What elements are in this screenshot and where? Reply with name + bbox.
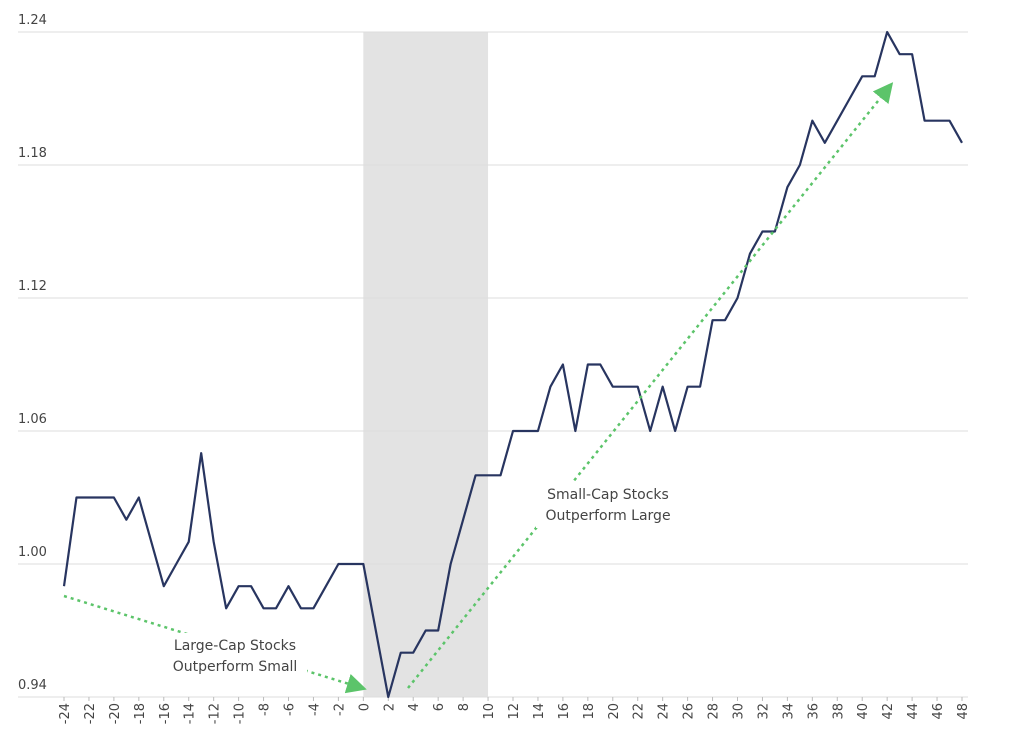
y-tick-label: 1.24 bbox=[18, 13, 47, 28]
x-tick-label: -10 bbox=[233, 703, 248, 724]
x-tick-label: -16 bbox=[158, 703, 173, 724]
x-tick-label: -8 bbox=[258, 703, 273, 716]
y-tick-label: 1.00 bbox=[18, 545, 47, 560]
x-tick-label: 0 bbox=[357, 703, 372, 711]
x-tick-label: -12 bbox=[208, 703, 223, 724]
annotation: Outperform Small bbox=[173, 659, 298, 675]
annotation-background bbox=[163, 633, 307, 679]
x-tick-label: -6 bbox=[283, 703, 298, 716]
annotation: Large-Cap Stocks bbox=[174, 638, 296, 654]
x-tick-label: 40 bbox=[856, 703, 871, 720]
x-tick-label: -20 bbox=[108, 703, 123, 724]
x-tick-label: -14 bbox=[183, 703, 198, 724]
x-tick-label: 42 bbox=[881, 703, 896, 720]
x-tick-label: 16 bbox=[557, 703, 572, 720]
x-tick-label: 28 bbox=[707, 703, 722, 720]
x-tick-label: -22 bbox=[83, 703, 98, 724]
x-tick-label: 22 bbox=[632, 703, 647, 720]
data-line bbox=[62, 30, 963, 699]
x-tick-label: 10 bbox=[482, 703, 497, 720]
x-tick-label: 4 bbox=[407, 703, 422, 711]
x-tick-label: 34 bbox=[781, 703, 796, 720]
annotation-background bbox=[536, 482, 680, 528]
x-tick-label: 2 bbox=[382, 703, 397, 711]
x-tick-label: -24 bbox=[58, 703, 73, 724]
x-tick-label: 12 bbox=[507, 703, 522, 720]
x-tick-label: -2 bbox=[332, 703, 347, 716]
y-tick-label: 1.06 bbox=[18, 412, 47, 427]
x-tick-label: 6 bbox=[432, 703, 447, 711]
x-tick-label: 32 bbox=[756, 703, 771, 720]
x-tick-label: 48 bbox=[956, 703, 971, 720]
annotation: Small-Cap Stocks bbox=[547, 487, 669, 503]
y-tick-label: 1.12 bbox=[18, 279, 47, 294]
x-tick-label: 26 bbox=[682, 703, 697, 720]
x-tick-label: 18 bbox=[582, 703, 597, 720]
shaded-period bbox=[363, 32, 489, 697]
x-tick-label: 8 bbox=[457, 703, 472, 711]
x-tick-label: 46 bbox=[931, 703, 946, 720]
x-tick-label: 20 bbox=[607, 703, 622, 720]
x-tick-label: 44 bbox=[906, 703, 921, 720]
x-tick-label: 14 bbox=[532, 703, 547, 720]
x-tick-label: 30 bbox=[732, 703, 747, 720]
y-tick-label: 0.94 bbox=[18, 678, 47, 693]
x-tick-label: -4 bbox=[307, 703, 322, 716]
annotation-arrow bbox=[407, 82, 894, 689]
x-tick-label: -18 bbox=[133, 703, 148, 724]
x-tick-label: 36 bbox=[806, 703, 821, 720]
annotation: Outperform Large bbox=[545, 508, 670, 524]
y-tick-label: 1.18 bbox=[18, 146, 47, 161]
x-tick-label: 24 bbox=[657, 703, 672, 720]
x-tick-label: 38 bbox=[831, 703, 846, 720]
